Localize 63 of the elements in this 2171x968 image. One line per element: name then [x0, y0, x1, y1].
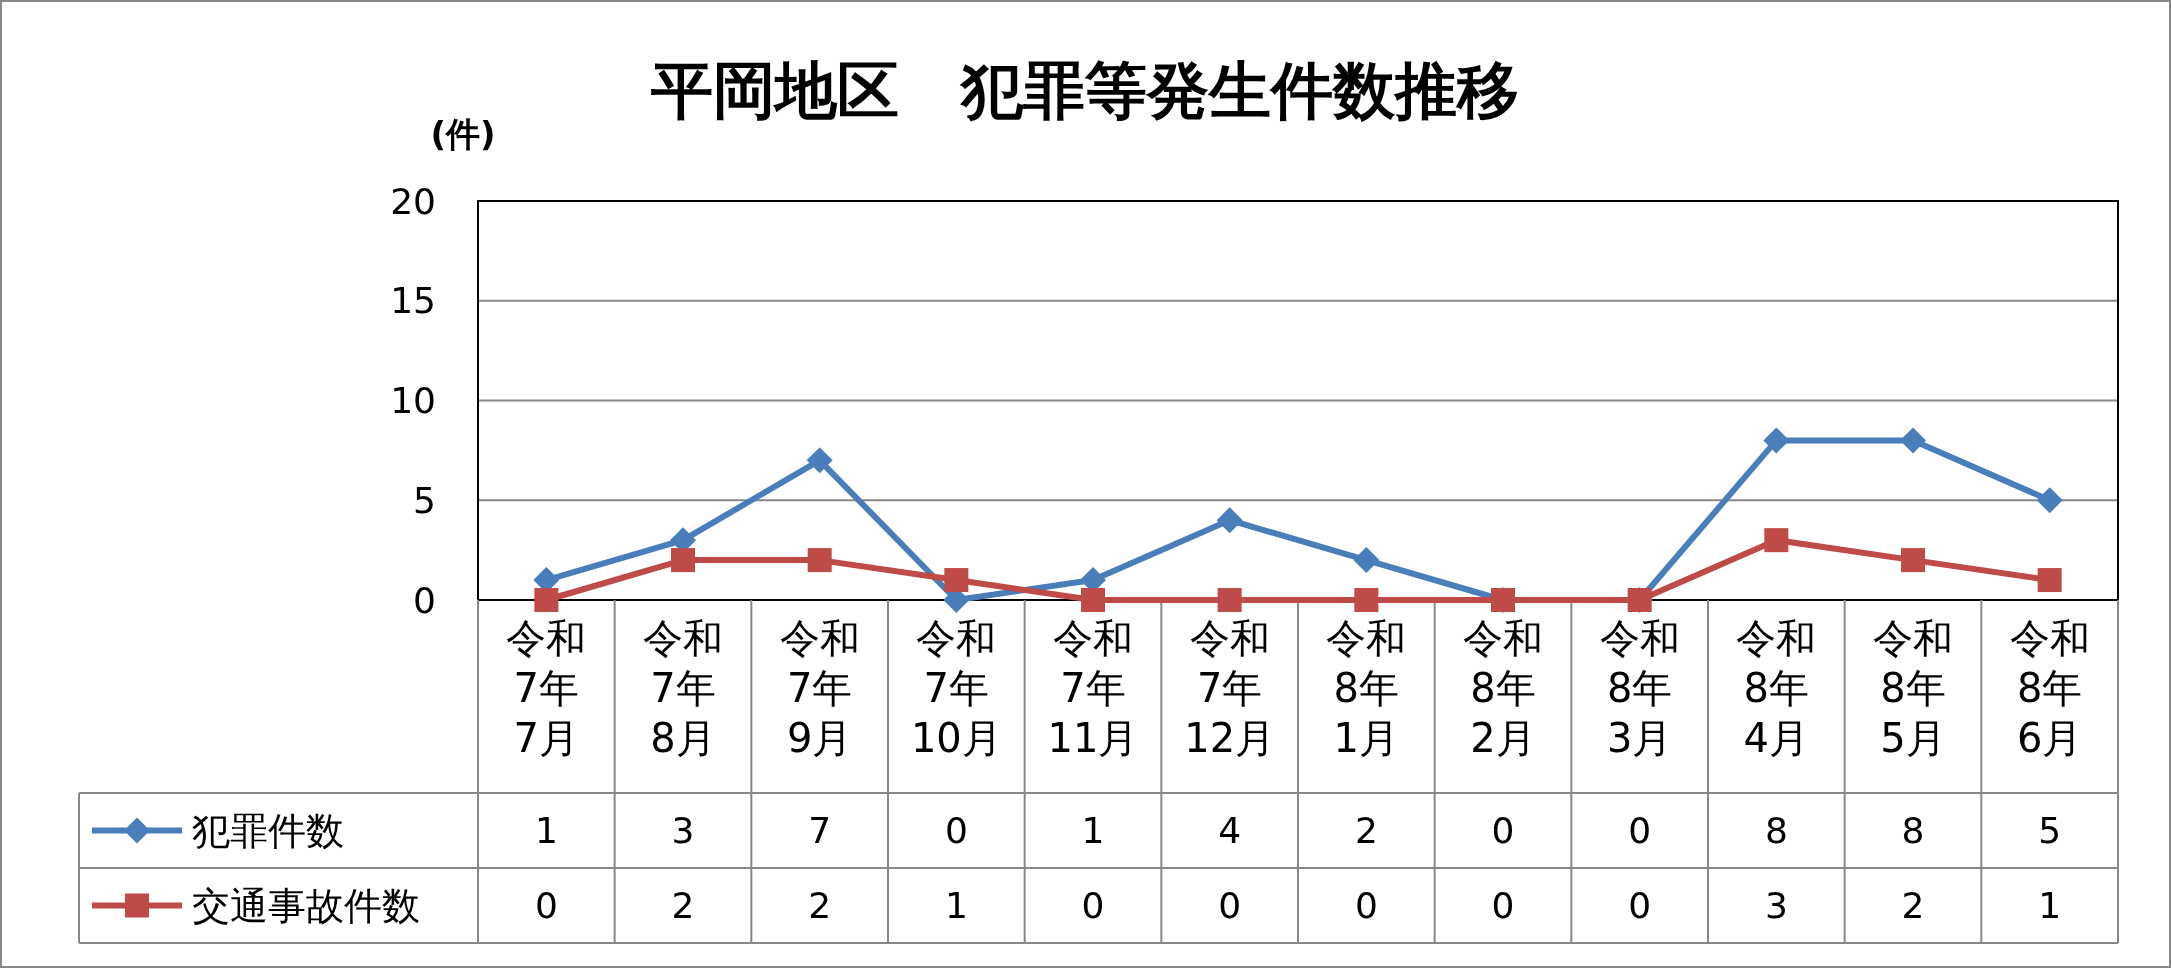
- y-tick-label: 5: [413, 479, 436, 521]
- point: [1901, 548, 1925, 573]
- xtick: 令和7年7月: [506, 615, 587, 761]
- xtick: 令和8年5月: [1873, 615, 1953, 761]
- data-label: 0: [1491, 810, 1515, 851]
- point: [1764, 528, 1789, 553]
- data-label: 7: [808, 810, 832, 851]
- y-tick-label: 20: [390, 180, 436, 222]
- data-label: 1: [1081, 810, 1105, 851]
- ylabel: (件): [430, 114, 496, 154]
- data-label: 0: [534, 885, 558, 926]
- title: 平岡地区 犯罪等発生件数推移: [651, 53, 1519, 127]
- point: [2036, 487, 2063, 514]
- data-label: 8: [1764, 810, 1788, 851]
- data-label: 0: [944, 810, 968, 851]
- point: [1900, 427, 1926, 454]
- legend-label: 交通事故件数: [192, 883, 420, 928]
- y-tick-label: 15: [390, 280, 436, 322]
- data-label: 2: [1901, 885, 1925, 926]
- legend-label: 犯罪件数: [192, 808, 344, 853]
- data-label: 2: [1354, 810, 1378, 851]
- xtick: 令和7年8月: [643, 615, 723, 761]
- point: [1354, 588, 1379, 612]
- xtick: 令和8年3月: [1599, 615, 1680, 761]
- point: [1216, 507, 1243, 534]
- data-label: 0: [1491, 885, 1515, 926]
- data-label: 3: [1764, 885, 1788, 926]
- data-label: 4: [1218, 810, 1242, 851]
- data-label: 1: [2038, 885, 2062, 926]
- point: [1217, 588, 1242, 612]
- xtick: 令和7年11月: [1047, 615, 1139, 761]
- legend-item: 犯罪件数: [92, 808, 344, 853]
- legend-item: 交通事故件数: [92, 883, 420, 928]
- data-label: 3: [671, 810, 695, 851]
- data-label: 1: [534, 810, 558, 851]
- point: [671, 548, 695, 573]
- data-label: 0: [1628, 810, 1652, 851]
- data-label: 0: [1354, 885, 1378, 926]
- xtick: 令和8年4月: [1736, 615, 1817, 761]
- data-label: 0: [1218, 885, 1242, 926]
- point: [944, 568, 969, 593]
- point: [807, 548, 832, 573]
- xtick: 令和8年2月: [1463, 615, 1543, 761]
- point: [1353, 547, 1380, 574]
- xtick: 令和7年12月: [1184, 615, 1276, 761]
- data-label: 0: [1081, 885, 1105, 926]
- xtick: 令和8年1月: [1326, 615, 1407, 761]
- data-label: 1: [944, 885, 968, 926]
- data-label: 5: [2038, 810, 2062, 851]
- data-label: 0: [1628, 885, 1652, 926]
- point: [534, 588, 559, 612]
- xtick: 令和7年9月: [779, 615, 860, 761]
- xtick: 令和8年6月: [2009, 615, 2090, 761]
- data-label: 2: [671, 885, 695, 926]
- y-tick-label: 0: [413, 579, 436, 621]
- xtick: 令和7年10月: [910, 615, 1002, 761]
- y-tick-label: 10: [390, 380, 436, 421]
- point: [1081, 588, 1105, 612]
- point: [2037, 568, 2062, 593]
- data-label: 2: [808, 885, 832, 926]
- data-label: 8: [1901, 810, 1925, 851]
- point: [806, 447, 833, 474]
- point: [1763, 427, 1790, 454]
